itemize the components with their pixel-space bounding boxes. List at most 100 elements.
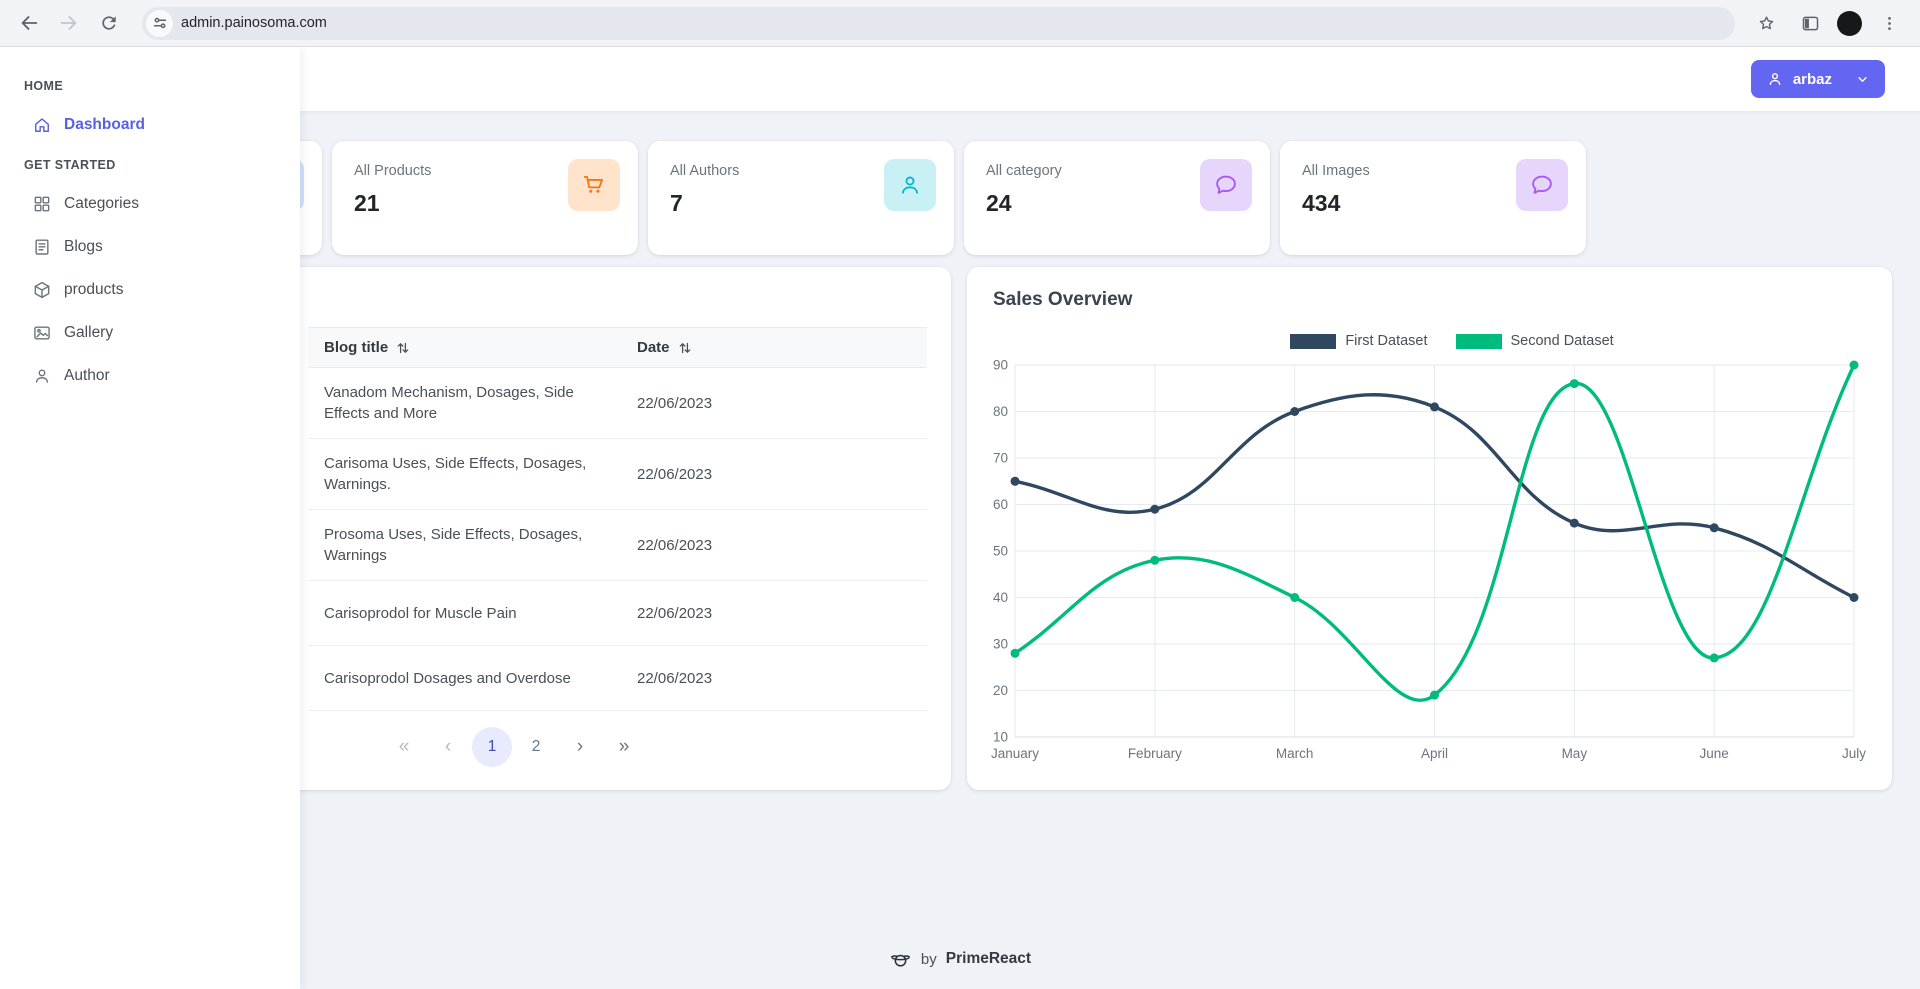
stat-card-all-products: All Products 21 xyxy=(332,141,638,255)
sidebar-item-author[interactable]: Author xyxy=(20,357,280,395)
svg-text:90: 90 xyxy=(993,358,1008,373)
sidebar-item-blogs[interactable]: Blogs xyxy=(20,228,280,266)
menu-section: HOME Dashboard xyxy=(20,79,280,144)
stat-value: 7 xyxy=(670,190,683,216)
svg-text:20: 20 xyxy=(993,683,1008,698)
svg-text:February: February xyxy=(1128,746,1182,761)
svg-text:60: 60 xyxy=(993,497,1008,512)
blog-title-cell: Carisoprodol Dosages and Overdose xyxy=(324,669,571,687)
page-content: All Products 21 All Authors 7 All category 24… xyxy=(0,111,1920,989)
blog-title-cell: Carisoma Uses, Side Effects, Dosages, Wa… xyxy=(324,455,587,493)
stat-value: 21 xyxy=(354,190,380,216)
blog-date-cell: 22/06/2023 xyxy=(637,536,713,554)
legend-label: First Dataset xyxy=(1345,333,1428,349)
site-settings-icon[interactable] xyxy=(146,9,173,37)
stat-label: All Images xyxy=(1302,163,1370,179)
paginator-page-2[interactable]: 2 xyxy=(531,738,541,755)
svg-text:80: 80 xyxy=(993,404,1008,419)
sort-icon xyxy=(679,342,690,353)
svg-text:30: 30 xyxy=(993,637,1008,652)
side-panel-button[interactable] xyxy=(1793,6,1827,40)
back-arrow-icon xyxy=(21,16,38,30)
menu-section-label: GET STARTED xyxy=(24,158,116,172)
stat-label: All Products xyxy=(354,163,432,179)
menu-section-label: HOME xyxy=(24,79,64,93)
book-icon xyxy=(35,239,49,255)
svg-text:January: January xyxy=(991,746,1039,761)
svg-text:June: June xyxy=(1700,746,1729,761)
line-chart: 10 20 30 40 50 60 70 80 90 January February March Ap… xyxy=(987,353,1872,776)
browser-forward-button[interactable] xyxy=(52,6,86,40)
table-row: Prosoma Uses, Side Effects, Dosages, War… xyxy=(308,510,927,581)
paginator-next-button[interactable]: › xyxy=(576,736,584,757)
images-icon xyxy=(34,326,50,340)
table-row: Carisoma Uses, Side Effects, Dosages, Wa… xyxy=(308,439,927,510)
browser-profile-avatar[interactable] xyxy=(1837,10,1862,36)
sales-overview-card: Sales Overview First Dataset Second Datas… xyxy=(967,267,1892,790)
svg-text:10: 10 xyxy=(993,730,1008,745)
table-row: Carisoprodol for Muscle Pain 22/06/2023 xyxy=(308,581,927,646)
user-icon xyxy=(902,176,918,194)
stat-icon-box xyxy=(884,159,936,211)
paginator-prev-button[interactable]: ‹ xyxy=(444,736,452,757)
table-row: Carisoprodol Dosages and Overdose 22/06/2… xyxy=(308,646,927,711)
paginator: « ‹ 1 2 › » xyxy=(382,725,927,769)
side-panel-icon xyxy=(1802,16,1818,30)
blog-date-cell: 22/06/2023 xyxy=(637,394,713,412)
blog-date-cell: 22/06/2023 xyxy=(637,465,713,483)
browser-menu-button[interactable] xyxy=(1872,6,1906,40)
legend-swatch xyxy=(1455,333,1502,349)
table-row: Vanadom Mechanism, Dosages, Side Effects… xyxy=(308,368,927,439)
svg-text:March: March xyxy=(1276,746,1314,761)
comment-icon xyxy=(1532,175,1552,194)
sidebar-item-gallery[interactable]: Gallery xyxy=(20,314,280,352)
svg-text:70: 70 xyxy=(993,451,1008,466)
sidebar-item-label: Dashboard xyxy=(64,116,145,133)
url-bar[interactable]: admin.painosoma.com xyxy=(142,6,1735,40)
url-text: admin.painosoma.com xyxy=(181,15,327,31)
svg-text:July: July xyxy=(1842,746,1866,761)
chevron-down-icon xyxy=(1855,72,1870,87)
user-name-label: arbaz xyxy=(1792,70,1832,88)
chart-title: Sales Overview xyxy=(993,289,1133,310)
blog-title-cell: Carisoprodol for Muscle Pain xyxy=(324,604,517,622)
user-icon xyxy=(35,369,49,383)
svg-text:40: 40 xyxy=(993,590,1008,605)
blogs-table-body: Vanadom Mechanism, Dosages, Side Effects… xyxy=(308,368,927,711)
legend-item-first-dataset[interactable]: First Dataset xyxy=(1290,333,1428,349)
stat-icon-box xyxy=(1516,159,1568,211)
cart-icon xyxy=(583,175,603,193)
primereact-logo-icon xyxy=(889,948,912,971)
browser-reload-button[interactable] xyxy=(92,6,126,40)
user-icon xyxy=(1766,70,1784,88)
legend-item-second-dataset[interactable]: Second Dataset xyxy=(1455,333,1614,349)
svg-text:May: May xyxy=(1562,746,1588,761)
stat-icon-box xyxy=(1200,159,1252,211)
forward-arrow-icon xyxy=(60,16,77,30)
bookmark-button[interactable] xyxy=(1749,6,1783,40)
sidebar-item-categories[interactable]: Categories xyxy=(20,185,280,223)
home-icon xyxy=(35,118,49,132)
grid-icon xyxy=(34,196,50,212)
browser-toolbar: admin.painosoma.com xyxy=(0,0,1920,47)
chart-legend: First Dataset Second Dataset xyxy=(987,333,1872,349)
blog-date-cell: 22/06/2023 xyxy=(637,604,713,622)
user-menu-button[interactable]: arbaz xyxy=(1750,60,1885,98)
stat-value: 434 xyxy=(1302,190,1341,216)
column-label: Date xyxy=(637,339,670,356)
paginator-page-1[interactable]: 1 xyxy=(472,727,512,767)
paginator-first-button[interactable]: « xyxy=(398,736,410,757)
paginator-last-button[interactable]: » xyxy=(618,736,630,757)
blog-title-cell: Prosoma Uses, Side Effects, Dosages, War… xyxy=(324,526,583,564)
app-footer: by PrimeReact xyxy=(0,939,1920,979)
blogs-table-header: Blog title Date xyxy=(308,327,927,368)
stat-card-all-authors: All Authors 7 xyxy=(648,141,954,255)
column-header-blog-title[interactable]: Blog title xyxy=(308,328,621,367)
sidebar-item-products[interactable]: products xyxy=(20,271,280,309)
stat-value: 24 xyxy=(986,190,1012,216)
sidebar-item-dashboard[interactable]: Dashboard xyxy=(20,106,280,144)
legend-swatch xyxy=(1290,333,1337,349)
browser-back-button[interactable] xyxy=(12,6,46,40)
app-topbar: arbaz xyxy=(0,47,1920,111)
column-header-date[interactable]: Date xyxy=(621,328,927,367)
